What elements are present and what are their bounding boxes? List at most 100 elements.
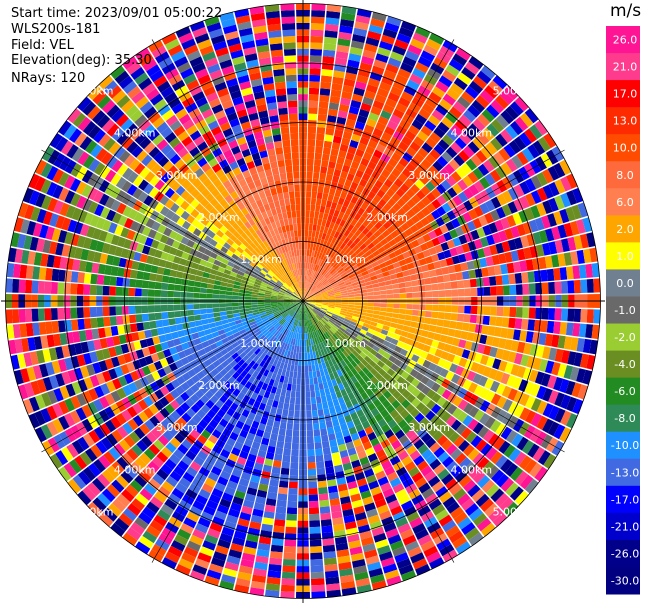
velocity-gate [332,253,339,260]
velocity-gate [582,338,592,354]
velocity-gate [310,270,314,277]
velocity-gate [394,39,409,50]
velocity-gate [490,286,497,296]
velocity-gate [313,279,318,285]
velocity-gate [437,121,450,134]
velocity-gate [317,274,323,281]
velocity-gate [212,307,220,313]
velocity-gate [519,195,530,209]
velocity-gate [330,251,336,259]
velocity-gate [200,282,208,289]
velocity-gate [326,274,333,280]
velocity-gate [323,453,332,462]
velocity-gate [206,308,214,314]
velocity-gate [386,307,394,313]
velocity-gate [523,247,532,260]
velocity-gate [524,207,535,221]
velocity-gate [314,159,322,167]
velocity-gate [308,475,317,482]
velocity-gate [202,323,210,331]
velocity-gate [508,317,516,329]
velocity-gate [391,152,402,163]
velocity-gate [538,359,549,372]
velocity-gate [535,244,545,257]
velocity-gate [458,150,470,162]
velocity-gate [382,221,392,230]
velocity-gate [420,330,429,338]
velocity-gate [414,348,423,357]
velocity-gate [534,371,545,385]
velocity-gate [390,338,399,346]
velocity-gate [308,371,313,379]
velocity-gate [385,98,398,109]
velocity-gate [333,273,341,279]
velocity-gate [12,278,20,293]
velocity-gate [450,313,458,321]
velocity-gate [424,311,432,318]
velocity-gate [512,377,523,390]
velocity-gate [452,237,462,247]
velocity-gate [347,112,358,121]
velocity-gate [322,147,331,155]
velocity-gate [348,167,358,176]
velocity-gate [322,56,335,64]
velocity-gate [328,293,335,297]
velocity-gate [498,253,507,264]
velocity-gate [367,295,375,300]
velocity-gate [135,279,143,288]
velocity-gate [500,162,513,176]
velocity-gate [368,271,377,278]
velocity-gate [369,246,378,254]
velocity-gate [403,320,412,327]
velocity-gate [519,112,534,128]
velocity-gate [411,194,421,205]
velocity-gate [420,125,433,137]
velocity-gate [346,65,359,75]
velocity-gate [304,288,308,295]
velocity-gate [457,179,468,191]
velocity-gate [274,519,286,527]
velocity-gate [419,291,426,298]
velocity-gate [318,101,329,109]
velocity-gate [309,302,316,305]
velocity-gate [314,383,320,391]
velocity-gate [521,272,529,284]
velocity-gate [357,68,371,78]
velocity-gate [359,267,368,273]
velocity-gate [367,328,375,335]
velocity-gate [521,147,535,162]
velocity-gate [315,297,323,300]
velocity-gate [270,406,278,415]
velocity-gate [404,256,413,264]
velocity-gate [381,168,391,179]
velocity-gate [519,181,531,195]
velocity-gate [421,196,431,207]
velocity-gate [591,324,600,340]
velocity-gate [348,273,356,279]
velocity-gate [309,74,321,82]
velocity-gate [579,353,589,369]
velocity-gate [194,314,202,321]
velocity-gate [311,287,317,293]
velocity-gate [347,223,355,232]
velocity-gate [406,208,416,218]
velocity-gate [320,166,328,174]
velocity-gate [434,348,444,358]
velocity-gate [532,258,541,270]
velocity-gate [315,302,323,305]
velocity-gate [509,307,517,318]
velocity-gate [361,210,370,219]
velocity-gate [449,273,457,282]
velocity-gate [457,191,469,203]
velocity-gate [561,308,569,322]
velocity-gate [315,244,320,252]
velocity-gate [438,290,446,298]
velocity-gate [272,460,282,468]
velocity-gate [397,318,405,325]
velocity-gate [388,268,396,276]
velocity-gate [306,158,314,166]
velocity-gate [410,184,420,194]
velocity-gate [340,234,347,243]
velocity-gate [312,371,317,378]
velocity-gate [353,212,362,221]
